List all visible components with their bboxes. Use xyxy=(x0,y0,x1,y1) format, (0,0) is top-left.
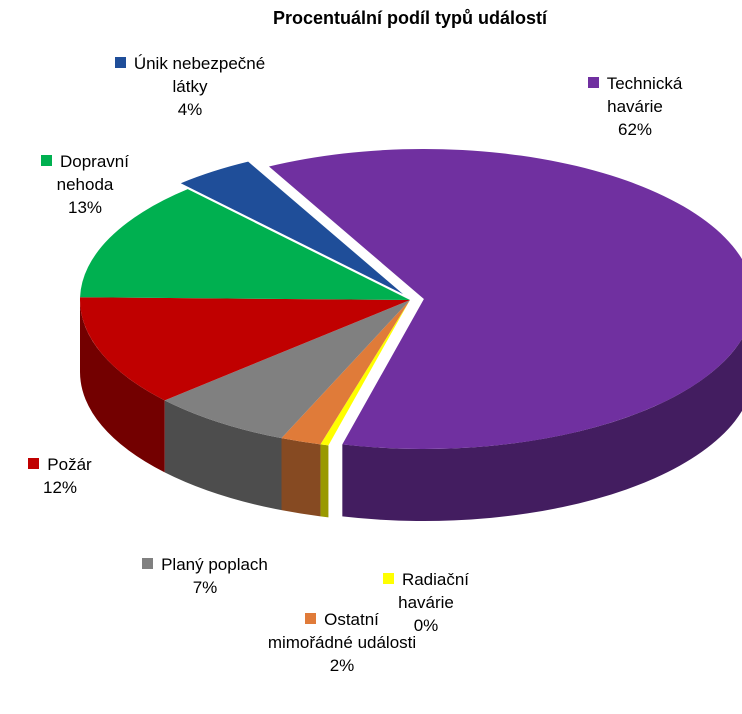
slice xyxy=(320,300,410,446)
category-label: Ostatní mimořádné události xyxy=(267,610,417,652)
slice-side xyxy=(281,438,321,517)
value-label: 4% xyxy=(177,100,203,119)
slice xyxy=(268,149,742,449)
legend-swatch xyxy=(382,573,394,584)
category-label: Dopravní nehoda xyxy=(56,152,129,194)
data-label: Technická havárie 62% xyxy=(575,72,695,141)
category-label: Radiační havárie xyxy=(398,570,470,612)
category-label: Únik nebezpečné látky xyxy=(133,54,266,96)
slice xyxy=(80,297,410,401)
slice-side xyxy=(80,300,165,473)
category-label: Požár xyxy=(47,455,92,474)
value-label: 13% xyxy=(67,198,103,217)
slice xyxy=(80,189,411,300)
data-label: Dopravní nehoda 13% xyxy=(20,150,150,219)
value-label: 7% xyxy=(192,578,218,597)
slice xyxy=(281,300,410,445)
data-label: Požár 12% xyxy=(20,453,100,499)
value-label: 12% xyxy=(42,478,78,497)
legend-swatch xyxy=(41,155,52,166)
chart-title: Procentuální podíl typů událostí xyxy=(272,8,547,28)
slice xyxy=(164,300,410,439)
category-label: Technická havárie xyxy=(606,74,683,116)
slice-side xyxy=(342,338,742,521)
category-label: Planý poplach xyxy=(161,555,268,574)
slice xyxy=(180,161,404,295)
legend-swatch xyxy=(587,77,599,88)
data-label: Planý poplach 7% xyxy=(140,553,270,599)
legend-swatch xyxy=(142,558,154,569)
slice-side xyxy=(320,444,329,518)
legend-swatch xyxy=(28,458,40,469)
legend-swatch xyxy=(114,57,126,68)
legend-swatch xyxy=(305,613,317,624)
data-label: Ostatní mimořádné události 2% xyxy=(262,608,422,677)
value-label: 62% xyxy=(617,120,653,139)
data-label: Radiační havárie 0% xyxy=(366,568,486,637)
value-label: 0% xyxy=(413,616,439,635)
slice-side xyxy=(164,400,282,511)
data-label: Únik nebezpečné látky 4% xyxy=(110,52,270,121)
value-label: 2% xyxy=(329,656,355,675)
